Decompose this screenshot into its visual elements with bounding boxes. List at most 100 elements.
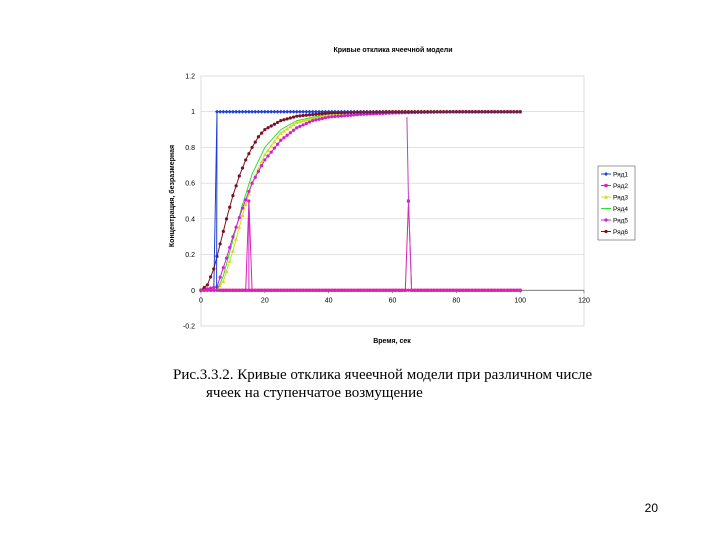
data-point: [461, 288, 465, 292]
figure-caption: Рис.3.3.2. Кривые отклика ячеечной модел…: [173, 366, 653, 402]
data-point: [205, 283, 209, 287]
data-point: [266, 148, 271, 152]
data-point: [604, 229, 608, 234]
data-point: [352, 113, 356, 117]
data-point: [317, 288, 321, 292]
data-point: [304, 118, 309, 122]
plot-area: [200, 75, 585, 327]
y-tick-label: 0.4: [185, 216, 195, 223]
data-point: [250, 145, 254, 150]
data-point: [263, 288, 267, 292]
y-tick-label: -0.2: [183, 324, 195, 331]
data-point: [295, 288, 299, 292]
legend-entry-6: Ряд6: [601, 229, 628, 236]
data-point: [604, 172, 608, 176]
data-point: [288, 288, 292, 292]
data-point: [422, 288, 427, 292]
data-point: [218, 242, 222, 246]
data-point: [224, 288, 229, 292]
data-point: [307, 117, 312, 121]
data-point: [368, 288, 372, 292]
data-point: [288, 131, 292, 135]
data-point: [256, 288, 261, 292]
x-axis-label: Время, сек: [373, 338, 411, 345]
legend-label: Ряд3: [613, 195, 628, 202]
series-10: [406, 117, 413, 291]
data-point: [291, 115, 296, 119]
legend-entry-5: Ряд5: [601, 218, 628, 225]
y-tick-label: 1: [191, 109, 195, 116]
y-tick-label: 0.8: [185, 145, 195, 152]
data-point: [333, 288, 337, 292]
data-point: [240, 206, 245, 210]
data-point: [256, 135, 261, 139]
data-point: [512, 288, 516, 292]
data-point: [390, 288, 395, 292]
data-point: [317, 117, 321, 121]
data-point: [304, 288, 308, 292]
data-point: [279, 138, 283, 142]
data-point: [451, 288, 455, 292]
data-point: [346, 113, 350, 118]
data-point: [502, 288, 506, 292]
data-point: [358, 112, 363, 116]
data-point: [234, 237, 239, 241]
data-point: [397, 288, 401, 292]
data-point: [314, 112, 318, 116]
data-point: [244, 198, 248, 202]
data-point: [272, 139, 277, 144]
data-point: [496, 288, 500, 292]
data-point: [234, 184, 238, 188]
data-point: [604, 195, 608, 199]
x-axis-ticks: 0 20 40 60 80 100 120: [199, 290, 590, 304]
data-point: [403, 288, 407, 292]
y-tick-label: 0.2: [185, 252, 195, 259]
data-point: [282, 118, 286, 122]
data-point: [288, 124, 293, 129]
data-point: [499, 288, 503, 292]
data-point: [224, 269, 229, 273]
data-point: [231, 194, 235, 198]
data-point: [285, 126, 290, 131]
data-point: [311, 112, 315, 117]
data-point: [231, 235, 235, 239]
data-point: [279, 288, 283, 292]
data-point: [493, 288, 497, 292]
data-point: [438, 288, 442, 292]
data-point: [374, 288, 379, 292]
series-layer: [199, 109, 523, 293]
data-point: [228, 205, 232, 209]
data-point: [269, 124, 273, 128]
data-point: [416, 288, 420, 292]
data-point: [307, 120, 312, 124]
data-point: [260, 164, 264, 168]
data-point: [221, 279, 226, 283]
data-point: [253, 140, 257, 144]
data-point: [310, 116, 315, 121]
data-point: [339, 288, 344, 292]
data-point: [349, 288, 353, 292]
data-point: [269, 150, 273, 154]
data-point: [483, 288, 487, 292]
data-point: [448, 288, 452, 292]
data-point: [454, 288, 458, 292]
data-point: [307, 113, 312, 117]
response-curves-chart: Кривые отклика ячеечной модели -0.2 0 0.2 0…: [168, 46, 636, 345]
data-point: [317, 112, 321, 116]
data-point: [202, 288, 206, 292]
data-point: [237, 216, 241, 220]
legend-label: Ряд6: [613, 229, 628, 236]
data-point: [281, 129, 286, 133]
data-point: [282, 136, 286, 140]
data-point: [295, 126, 299, 130]
y-axis-ticks: -0.2 0 0.2 0.4 0.6 0.8 1 1.2: [183, 74, 195, 331]
data-point: [314, 118, 318, 122]
data-point: [604, 218, 608, 222]
data-point: [301, 118, 306, 123]
data-point: [467, 288, 471, 292]
data-point: [317, 114, 322, 119]
data-point: [275, 135, 280, 140]
legend-entry-2: Ряд2: [601, 183, 628, 190]
data-point: [295, 114, 299, 118]
data-point: [435, 288, 439, 292]
